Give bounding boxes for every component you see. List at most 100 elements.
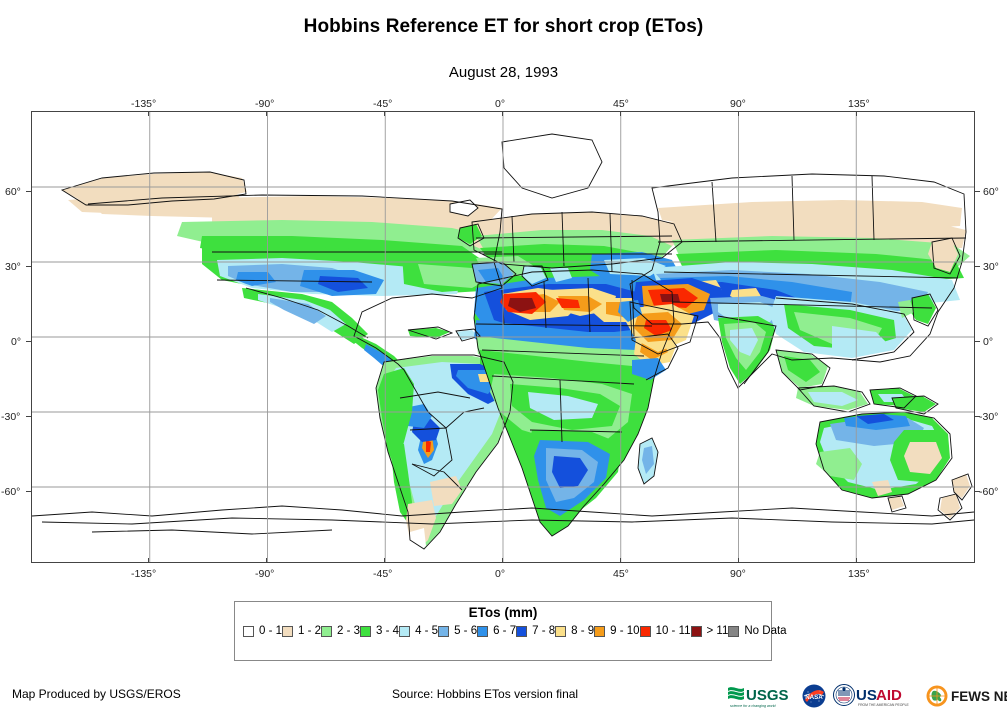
svg-text:US: US — [856, 687, 877, 704]
lon-label-bottom-2: -45° — [373, 568, 393, 580]
legend-swatch-gt-11 — [690, 626, 702, 637]
agency-logos: USGS science for a changing world NASA — [726, 681, 1007, 711]
lat-label-left-2: 0° — [11, 336, 22, 348]
lon-tick-bottom-4 — [620, 558, 621, 563]
lon-label-top-0: -135° — [131, 98, 157, 110]
page-subtitle: August 28, 1993 — [448, 64, 559, 81]
legend-label: 9 - 10 — [610, 625, 640, 637]
footer-source: Source: Hobbins ETos version final — [392, 687, 579, 701]
legend-item[interactable]: 0 - 1 — [243, 623, 282, 640]
legend-label: No Data — [744, 625, 787, 637]
legend-item[interactable]: > 11 — [690, 623, 729, 640]
usgs-wave-icon — [728, 687, 744, 700]
page-title: Hobbins Reference ET for short crop (ETo… — [303, 16, 704, 37]
lon-label-top-6: 135° — [848, 98, 870, 110]
region-europe — [450, 200, 680, 284]
legend-label: 2 - 3 — [337, 625, 361, 637]
legend-swatch-2-3 — [321, 626, 333, 637]
usgs-logo: USGS science for a changing world — [726, 682, 796, 710]
lon-label-bottom-0: -135° — [131, 568, 157, 580]
lat-tick-left-0 — [26, 191, 31, 192]
fewsnet-logo: FEWS NET — [925, 682, 1007, 710]
lat-label-right-4: -60° — [979, 486, 999, 498]
footer-produced-by: Map Produced by USGS/EROS — [12, 687, 181, 701]
legend-swatch-8-9 — [555, 626, 567, 637]
lon-tick-bottom-3 — [502, 558, 503, 563]
lon-tick-bottom-2 — [384, 558, 385, 563]
lon-tick-top-1 — [266, 111, 267, 116]
lon-tick-bottom-6 — [856, 558, 857, 563]
legend-swatch-0-1 — [243, 626, 254, 637]
svg-text:science for a changing world: science for a changing world — [730, 704, 777, 708]
region-africa — [474, 270, 676, 536]
lon-tick-top-4 — [620, 111, 621, 116]
region-north-america — [62, 134, 602, 372]
world-map[interactable] — [31, 111, 975, 563]
lat-label-right-3: -30° — [979, 411, 999, 423]
lat-tick-left-4 — [26, 491, 31, 492]
legend-label: 10 - 11 — [655, 625, 691, 637]
svg-text:NASA: NASA — [805, 694, 823, 701]
lon-tick-bottom-1 — [266, 558, 267, 563]
lon-label-top-3: 0° — [495, 98, 506, 110]
lon-label-top-1: -90° — [255, 98, 275, 110]
lat-tick-left-1 — [26, 266, 31, 267]
lon-tick-bottom-5 — [738, 558, 739, 563]
region-oceania — [796, 386, 970, 518]
lon-tick-top-6 — [856, 111, 857, 116]
legend-item[interactable]: 10 - 11 — [639, 623, 691, 640]
region-asia — [618, 174, 970, 388]
legend-item[interactable]: 9 - 10 — [594, 623, 640, 640]
usaid-logo: US AID FROM THE AMERICAN PEOPLE — [832, 682, 920, 710]
lon-label-bottom-5: 90° — [730, 568, 746, 580]
lon-label-bottom-6: 135° — [848, 568, 870, 580]
usaid-seal-icon — [833, 684, 855, 706]
svg-text:USGS: USGS — [746, 687, 789, 704]
legend-item[interactable]: 7 - 8 — [516, 623, 555, 640]
lon-label-bottom-3: 0° — [495, 568, 506, 580]
lat-tick-left-2 — [26, 341, 31, 342]
map-legend: ETos (mm) 0 - 1 1 - 2 2 - 3 3 - 4 4 - 5 … — [234, 601, 787, 661]
legend-label: 4 - 5 — [415, 625, 439, 637]
legend-swatch-5-6 — [438, 626, 450, 637]
lon-label-bottom-4: 45° — [613, 568, 629, 580]
legend-item[interactable]: 3 - 4 — [360, 623, 399, 640]
legend-item[interactable]: No Data — [728, 623, 787, 640]
legend-label: 8 - 9 — [571, 625, 595, 637]
lon-tick-top-5 — [738, 111, 739, 116]
lat-label-left-4: -60° — [1, 486, 21, 498]
legend-label: 3 - 4 — [376, 625, 400, 637]
lat-tick-right-4 — [975, 491, 980, 492]
lon-label-bottom-1: -90° — [255, 568, 275, 580]
svg-text:FROM THE AMERICAN PEOPLE: FROM THE AMERICAN PEOPLE — [858, 703, 910, 707]
legend-item[interactable]: 5 - 6 — [438, 623, 477, 640]
legend-label: > 11 — [706, 625, 729, 637]
lon-label-top-4: 45° — [613, 98, 629, 110]
legend-item[interactable]: 1 - 2 — [282, 623, 321, 640]
svg-text:AID: AID — [876, 687, 902, 704]
legend-swatch-1-2 — [282, 626, 294, 637]
lat-tick-right-3 — [975, 416, 980, 417]
legend-label: 1 - 2 — [298, 625, 322, 637]
legend-swatch-10-11 — [639, 626, 651, 637]
legend-item[interactable]: 8 - 9 — [555, 623, 594, 640]
legend-swatch-6-7 — [477, 626, 489, 637]
lat-label-right-0: 60° — [983, 186, 999, 198]
legend-label: 0 - 1 — [259, 625, 283, 637]
legend-item[interactable]: 6 - 7 — [477, 623, 516, 640]
nasa-logo: NASA — [801, 682, 827, 710]
lat-label-right-2: 0° — [983, 336, 994, 348]
lat-label-left-0: 60° — [5, 186, 21, 198]
legend-item[interactable]: 4 - 5 — [399, 623, 438, 640]
region-south-america — [376, 356, 512, 554]
legend-swatch-4-5 — [399, 626, 411, 637]
coastlines — [32, 133, 974, 550]
lat-tick-left-3 — [26, 416, 31, 417]
legend-label: 5 - 6 — [454, 625, 478, 637]
legend-item[interactable]: 2 - 3 — [321, 623, 360, 640]
lat-label-left-3: -30° — [1, 411, 21, 423]
lon-tick-top-2 — [384, 111, 385, 116]
legend-swatch-3-4 — [360, 626, 372, 637]
legend-title: ETos (mm) — [468, 605, 538, 620]
